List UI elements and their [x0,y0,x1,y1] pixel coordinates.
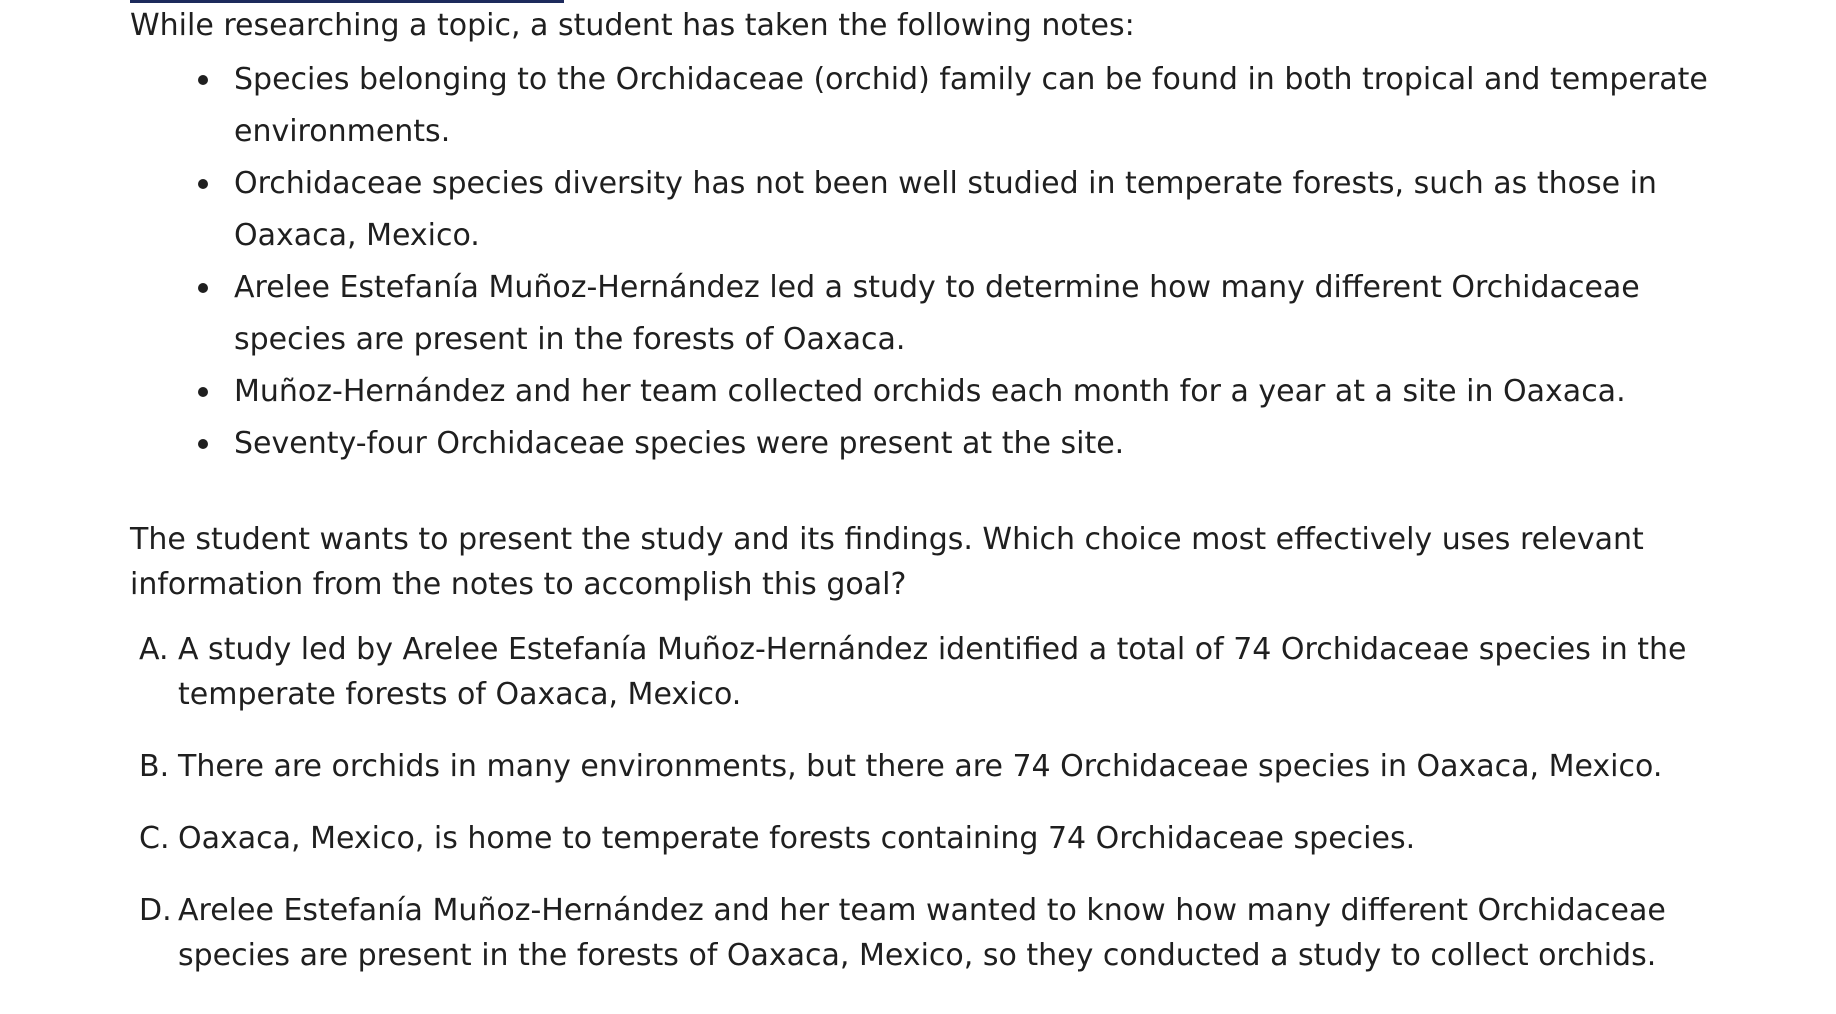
choice-text: A study led by Arelee Estefanía Muñoz-He… [178,632,1687,712]
choice-letter: B. [139,749,170,784]
choice-text: Oaxaca, Mexico, is home to temperate for… [178,821,1416,856]
bullet-icon [198,439,208,449]
choice-letter: A. [139,632,169,667]
note-text: Species belonging to the Orchidaceae (or… [234,62,1708,149]
note-text: Seventy-four Orchidaceae species were pr… [234,426,1125,461]
bullet-icon [198,179,208,189]
note-text: Orchidaceae species diversity has not be… [234,166,1657,253]
notes-list: Species belonging to the Orchidaceae (or… [130,54,1730,470]
intro-text: While researching a topic, a student has… [130,8,1135,43]
question-content: While researching a topic, a student has… [130,8,1730,978]
note-text: Muñoz-Hernández and her team collected o… [234,374,1626,409]
top-divider [130,0,564,3]
note-item: Arelee Estefanía Muñoz-Hernández led a s… [130,262,1730,366]
choice-text: Arelee Estefanía Muñoz-Hernández and her… [178,893,1666,973]
bullet-icon [198,387,208,397]
choice-b[interactable]: B. There are orchids in many environment… [130,744,1770,789]
question-prompt: The student wants to present the study a… [130,522,1644,602]
note-item: Orchidaceae species diversity has not be… [130,158,1730,262]
bullet-icon [198,75,208,85]
note-item: Seventy-four Orchidaceae species were pr… [130,418,1730,470]
note-text: Arelee Estefanía Muñoz-Hernández led a s… [234,270,1640,357]
note-item: Muñoz-Hernández and her team collected o… [130,366,1730,418]
choice-letter: C. [139,821,170,856]
choice-a[interactable]: A. A study led by Arelee Estefanía Muñoz… [130,627,1770,717]
bullet-icon [198,283,208,293]
choice-letter: D. [139,893,172,928]
note-item: Species belonging to the Orchidaceae (or… [130,54,1730,158]
choice-text: There are orchids in many environments, … [178,749,1663,784]
answer-choices: A. A study led by Arelee Estefanía Muñoz… [130,627,1730,978]
choice-c[interactable]: C. Oaxaca, Mexico, is home to temperate … [130,816,1770,861]
choice-d[interactable]: D. Arelee Estefanía Muñoz-Hernández and … [130,888,1770,978]
